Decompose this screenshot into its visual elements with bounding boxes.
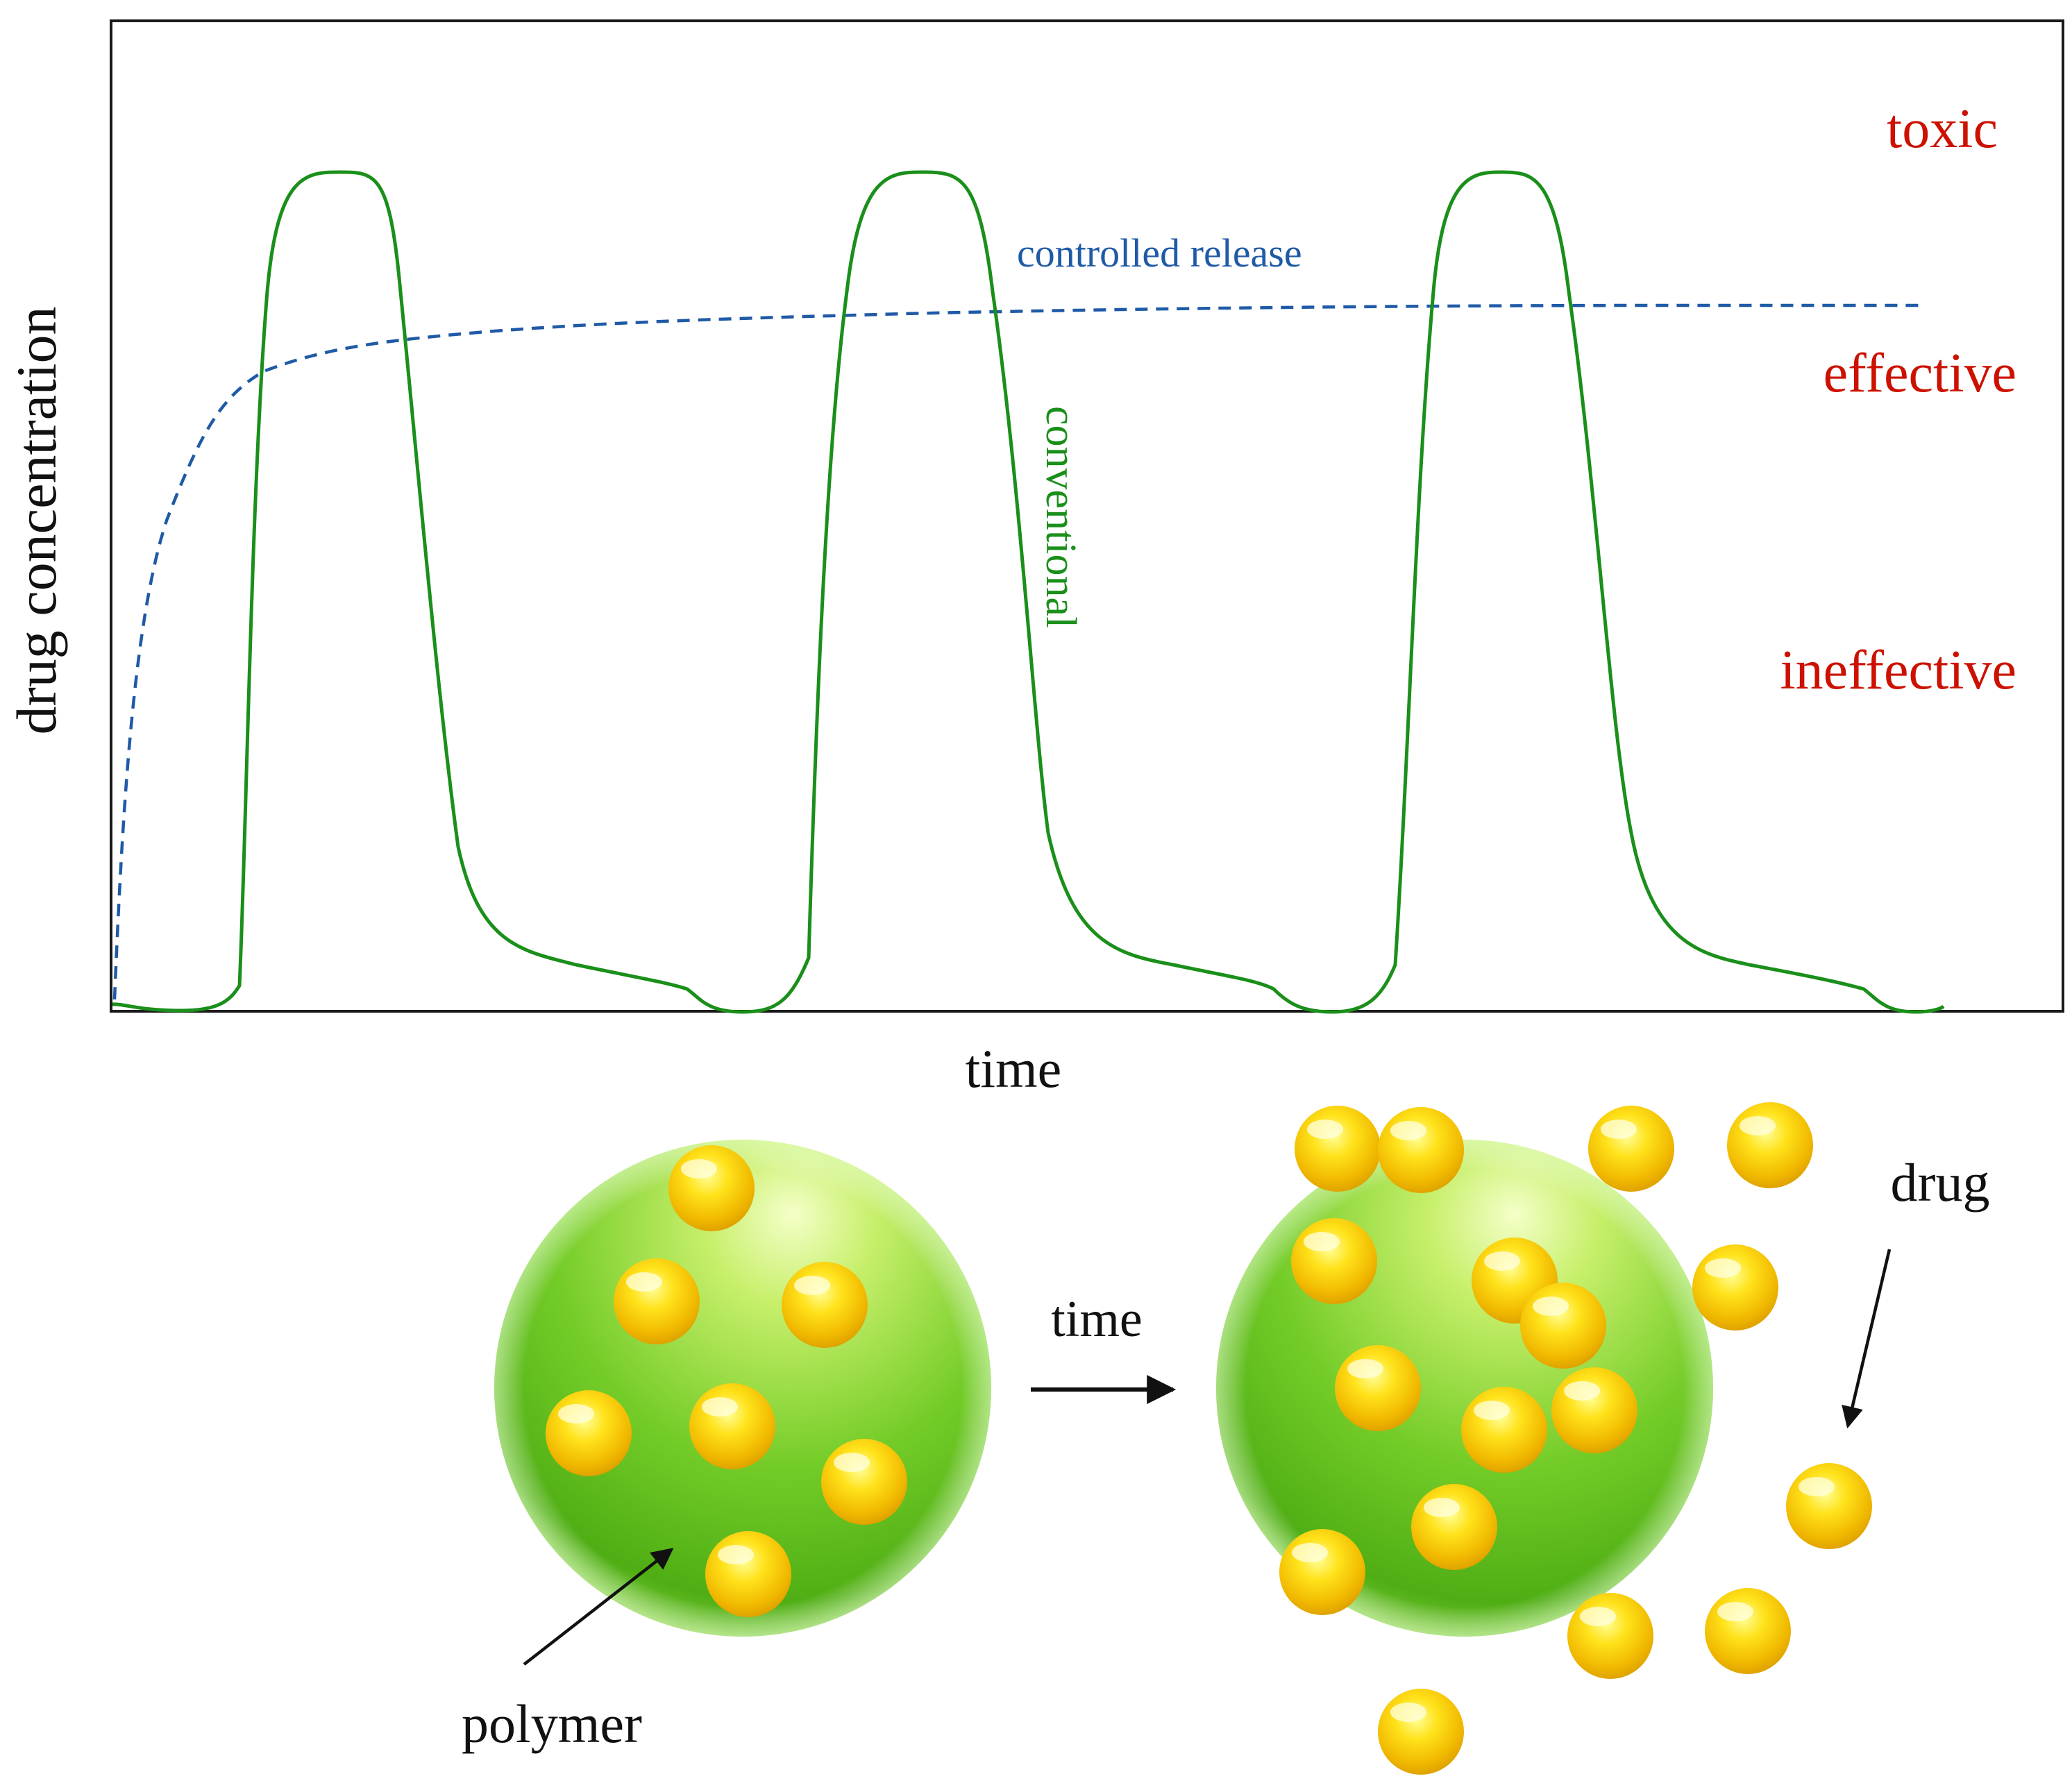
release-illustration: time polymer drug (462, 1102, 1989, 1775)
polymer-label: polymer (462, 1694, 642, 1754)
drug-particle (1520, 1283, 1606, 1369)
time-arrow-label: time (1051, 1291, 1143, 1348)
zone-label-ineffective: ineffective (1780, 640, 2016, 701)
drug-particle (1551, 1367, 1637, 1453)
drug-pointer-arrow (1842, 1249, 1892, 1429)
drug-particle (1295, 1106, 1381, 1192)
drug-particle (1378, 1689, 1464, 1775)
drug-particle (1291, 1218, 1377, 1304)
drug-particle (689, 1383, 775, 1469)
drug-particle (821, 1439, 907, 1525)
drug-particle (1461, 1387, 1547, 1473)
drug-label: drug (1891, 1152, 1990, 1213)
controlled-release-curve (112, 303, 1926, 1000)
drug-particle (1335, 1345, 1421, 1431)
drug-particle (1279, 1529, 1365, 1615)
plot-frame (110, 19, 2064, 1013)
drug-particle (1727, 1102, 1813, 1188)
drug-particles (546, 1102, 1872, 1775)
drug-particle (705, 1531, 791, 1617)
drug-particle (1786, 1463, 1872, 1549)
drug-particle (546, 1390, 632, 1476)
conventional-label: conventional (1037, 406, 1084, 628)
x-axis-label: time (966, 1038, 1062, 1099)
zone-label-toxic: toxic (1887, 99, 1998, 160)
drug-particle (782, 1262, 868, 1348)
drug-particle (1692, 1244, 1778, 1331)
drug-particle (1411, 1484, 1497, 1570)
controlled-release-label: controlled release (1017, 230, 1302, 276)
drug-particle (1588, 1106, 1674, 1192)
conventional-curve (112, 170, 1945, 1014)
y-axis-label: drug concentration (5, 306, 68, 734)
chart: drug concentration time controlled relea… (5, 19, 2064, 1099)
drug-particle (1378, 1107, 1464, 1193)
drug-particle (668, 1145, 755, 1231)
drug-particle (614, 1258, 700, 1344)
drug-particle (1567, 1593, 1653, 1679)
polymer-pointer-arrow (523, 1548, 674, 1666)
zone-label-effective: effective (1823, 343, 2016, 404)
drug-particle (1705, 1588, 1791, 1674)
